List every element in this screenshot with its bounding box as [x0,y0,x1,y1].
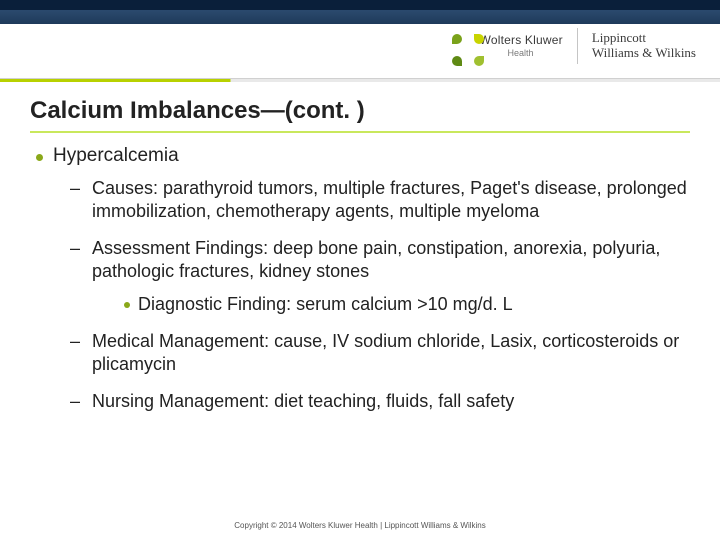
bullet-level2: – Causes: parathyroid tumors, multiple f… [70,177,690,223]
dash-icon: – [70,330,80,353]
level2-text: Medical Management: cause, IV sodium chl… [92,330,690,376]
dash-icon: – [70,177,80,200]
top-strip [0,0,720,10]
bullet-level2: – Assessment Findings: deep bone pain, c… [70,237,690,283]
level2-text: Assessment Findings: deep bone pain, con… [92,237,690,283]
bullet-level1: Hypercalcemia [36,145,690,167]
mid-strip [0,10,720,24]
bullet-icon [36,154,43,161]
wk-brand: Wolters Kluwer Health [452,34,563,58]
level2-text: Causes: parathyroid tumors, multiple fra… [92,177,690,223]
header-band: Wolters Kluwer Health Lippincott William… [0,0,720,79]
brand-divider [577,28,578,64]
level1-text: Hypercalcemia [53,145,179,167]
copyright-footer: Copyright © 2014 Wolters Kluwer Health |… [0,521,720,530]
accent-line [0,79,720,82]
bullet-level2: – Medical Management: cause, IV sodium c… [70,330,690,376]
bullet-level2: – Nursing Management: diet teaching, flu… [70,390,690,413]
lww-line1: Lippincott [592,31,696,46]
level3-text: Diagnostic Finding: serum calcium >10 mg… [138,293,513,316]
wk-text: Wolters Kluwer Health [480,34,563,58]
wk-sub-label: Health [480,49,563,58]
wk-logo-icon [452,34,474,56]
slide-title: Calcium Imbalances—(cont. ) [30,97,690,133]
bullet-icon [124,302,130,308]
lww-line2: Williams & Wilkins [592,46,696,61]
brand-area: Wolters Kluwer Health Lippincott William… [452,28,696,64]
content-area: Calcium Imbalances—(cont. ) Hypercalcemi… [0,79,720,413]
slide: Wolters Kluwer Health Lippincott William… [0,0,720,540]
level2-text: Nursing Management: diet teaching, fluid… [92,390,514,413]
dash-icon: – [70,390,80,413]
lww-brand: Lippincott Williams & Wilkins [592,31,696,61]
dash-icon: – [70,237,80,260]
bullet-level3: Diagnostic Finding: serum calcium >10 mg… [124,293,690,316]
wk-main-label: Wolters Kluwer [480,34,563,46]
